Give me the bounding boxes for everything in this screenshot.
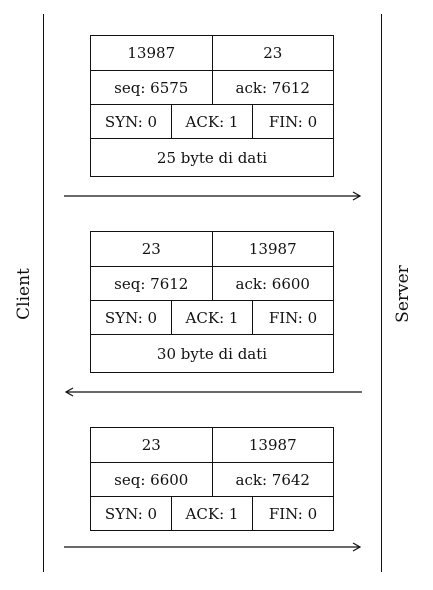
source-port: 23 xyxy=(141,240,161,258)
tcp-segment-2: 23 13987 seq: 7612 ack: 6600 SYN: 0 ACK:… xyxy=(90,231,334,373)
destination-port: 13987 xyxy=(211,232,334,266)
client-lifeline xyxy=(43,14,44,572)
arrow-client-to-server-1 xyxy=(64,190,362,202)
sequence-number: seq: 6575 xyxy=(114,78,189,97)
tcp-segment-1: 13987 23 seq: 6575 ack: 7612 SYN: 0 ACK:… xyxy=(90,35,334,177)
ack-number: ack: 6600 xyxy=(211,267,334,300)
sequence-number: seq: 6600 xyxy=(114,470,189,489)
ack-flag: ACK: 1 xyxy=(171,301,252,334)
arrow-client-to-server-2 xyxy=(64,541,362,553)
ack-flag: ACK: 1 xyxy=(171,105,252,138)
source-port: 13987 xyxy=(127,44,176,62)
payload: 25 byte di dati xyxy=(156,148,268,167)
arrow-server-to-client xyxy=(64,386,362,398)
syn-flag: SYN: 0 xyxy=(104,308,158,327)
sequence-number: seq: 7612 xyxy=(114,274,189,293)
destination-port: 23 xyxy=(211,36,334,70)
server-lifeline xyxy=(381,14,382,572)
fin-flag: FIN: 0 xyxy=(252,497,333,530)
server-label: Server xyxy=(393,265,413,323)
fin-flag: FIN: 0 xyxy=(252,301,333,334)
payload: 30 byte di dati xyxy=(156,344,268,363)
ack-number: ack: 7642 xyxy=(211,463,334,496)
ack-number: ack: 7612 xyxy=(211,71,334,104)
fin-flag: FIN: 0 xyxy=(252,105,333,138)
syn-flag: SYN: 0 xyxy=(104,504,158,523)
ack-flag: ACK: 1 xyxy=(171,497,252,530)
destination-port: 13987 xyxy=(211,428,334,462)
syn-flag: SYN: 0 xyxy=(104,112,158,131)
tcp-segment-3: 23 13987 seq: 6600 ack: 7642 SYN: 0 ACK:… xyxy=(90,427,334,531)
client-label: Client xyxy=(14,268,34,320)
source-port: 23 xyxy=(141,436,161,454)
